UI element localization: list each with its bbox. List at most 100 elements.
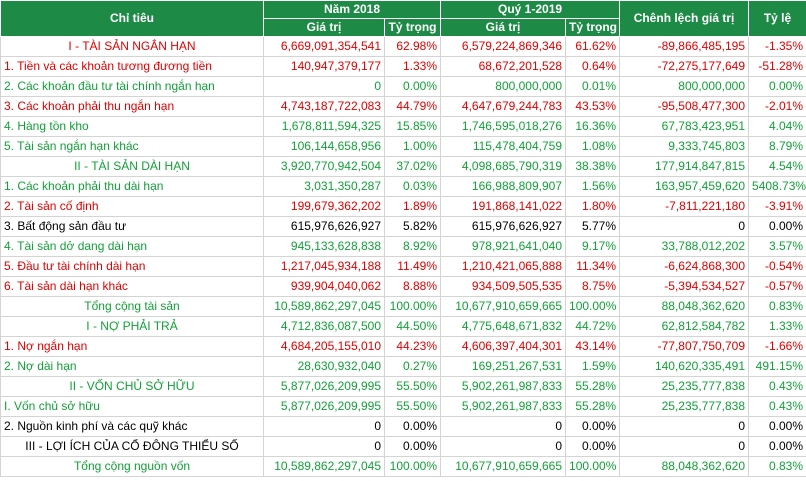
table-row: 5. Tài sản ngắn hạn khác 106,144,658,956 1… [0, 136, 806, 157]
share-2019: 0.01% [565, 76, 621, 97]
table-row: 2. Tài sản cố định 199,679,362,202 1.89% 19… [0, 196, 806, 217]
share-2018: 0.00% [383, 416, 442, 437]
table-row: 1. Các khoản phải thu dài hạn 3,031,350,2… [0, 176, 806, 197]
change-rate: 1.33% [748, 316, 806, 337]
row-label: Tổng cộng nguồn vốn [0, 456, 264, 477]
table-row: 3. Các khoản phải thu ngắn hạn 4,743,187,… [0, 96, 806, 117]
value-2019: 1,746,595,018,276 [440, 116, 567, 137]
table-row: II - VỐN CHỦ SỞ HỮU 5,877,026,209,995 55.5… [0, 376, 806, 397]
share-2019: 55.28% [565, 396, 621, 417]
row-label: II - VỐN CHỦ SỞ HỮU [0, 376, 264, 397]
table-row: Tổng cộng nguồn vốn 10,589,862,297,045 100… [0, 456, 806, 477]
value-2018: 0 [263, 416, 385, 437]
diff-value: 140,620,335,491 [619, 356, 750, 377]
header-ty-trong-2018: Tỷ trọng [383, 18, 442, 37]
table-row: 5. Đầu tư tài chính dài hạn 1,217,045,934… [0, 256, 806, 277]
value-2019: 934,509,505,535 [440, 276, 567, 297]
row-label: Tổng cộng tài sản [0, 296, 264, 317]
change-rate: 0.00% [748, 436, 806, 457]
value-2018: 4,684,205,155,010 [263, 336, 385, 357]
value-2019: 169,251,267,531 [440, 356, 567, 377]
value-2018: 6,669,091,354,541 [263, 36, 385, 57]
change-rate: 0.00% [748, 416, 806, 437]
change-rate: 0.43% [748, 376, 806, 397]
value-2018: 1,217,045,934,188 [263, 256, 385, 277]
change-rate: 0.00% [748, 216, 806, 237]
change-rate: -51.28% [748, 56, 806, 77]
value-2018: 10,589,862,297,045 [263, 456, 385, 477]
change-rate: -2.01% [748, 96, 806, 117]
row-label: I - NỢ PHẢI TRẢ [0, 316, 264, 337]
value-2019: 10,677,910,659,665 [440, 456, 567, 477]
header-gia-tri-2019: Giá trị [440, 18, 567, 37]
value-2018: 939,904,040,062 [263, 276, 385, 297]
share-2019: 1.80% [565, 196, 621, 217]
share-2019: 0.00% [565, 436, 621, 457]
change-rate: -0.57% [748, 276, 806, 297]
row-label: 6. Tài sản dài hạn khác [0, 276, 264, 297]
value-2019: 4,775,648,671,832 [440, 316, 567, 337]
change-rate: 0.43% [748, 396, 806, 417]
value-2018: 4,712,836,087,500 [263, 316, 385, 337]
header-ty-le: Tỷ lệ [748, 0, 806, 37]
value-2019: 1,210,421,065,888 [440, 256, 567, 277]
share-2019: 55.28% [565, 376, 621, 397]
value-2019: 4,606,397,404,301 [440, 336, 567, 357]
value-2018: 5,877,026,209,995 [263, 396, 385, 417]
change-rate: 8.79% [748, 136, 806, 157]
share-2018: 0.00% [383, 76, 442, 97]
diff-value: -95,508,477,300 [619, 96, 750, 117]
change-rate: -1.35% [748, 36, 806, 57]
table-row: 6. Tài sản dài hạn khác 939,904,040,062 8.… [0, 276, 806, 297]
table-row: II - TÀI SẢN DÀI HẠN 3,920,770,942,504 37.… [0, 156, 806, 177]
diff-value: 177,914,847,815 [619, 156, 750, 177]
diff-value: 800,000,000 [619, 76, 750, 97]
diff-value: 62,812,584,782 [619, 316, 750, 337]
row-label: 3. Các khoản phải thu ngắn hạn [0, 96, 264, 117]
table-row: 4. Tài sản dở dang dài hạn 945,133,628,83… [0, 236, 806, 257]
table-row: 2. Các khoản đầu tư tài chính ngắn hạn 0 0… [0, 76, 806, 97]
value-2018: 106,144,658,956 [263, 136, 385, 157]
share-2019: 1.56% [565, 176, 621, 197]
row-label: 5. Tài sản ngắn hạn khác [0, 136, 264, 157]
value-2018: 10,589,862,297,045 [263, 296, 385, 317]
share-2019: 8.75% [565, 276, 621, 297]
diff-value: 0 [619, 416, 750, 437]
row-label: I. Vốn chủ sở hữu [0, 396, 264, 417]
value-2018: 28,630,932,040 [263, 356, 385, 377]
share-2018: 1.89% [383, 196, 442, 217]
share-2019: 100.00% [565, 456, 621, 477]
share-2018: 44.79% [383, 96, 442, 117]
share-2018: 0.03% [383, 176, 442, 197]
row-label: I - TÀI SẢN NGẮN HẠN [0, 36, 264, 57]
header-row-top: Chỉ tiêu Năm 2018 Quý 1-2019 Chênh lệch … [0, 0, 806, 37]
header-gia-tri-2018: Giá trị [263, 18, 385, 37]
diff-value: 33,788,012,202 [619, 236, 750, 257]
change-rate: 491.15% [748, 356, 806, 377]
value-2019: 0 [440, 416, 567, 437]
value-2019: 800,000,000 [440, 76, 567, 97]
share-2019: 1.08% [565, 136, 621, 157]
table-row: 1. Tiền và các khoản tương đương tiền 140… [0, 56, 806, 77]
row-label: 2. Tài sản cố định [0, 196, 264, 217]
share-2018: 15.85% [383, 116, 442, 137]
diff-value: 67,783,423,951 [619, 116, 750, 137]
change-rate: 3.57% [748, 236, 806, 257]
change-rate: 4.04% [748, 116, 806, 137]
share-2019: 61.62% [565, 36, 621, 57]
change-rate: -1.66% [748, 336, 806, 357]
share-2018: 100.00% [383, 456, 442, 477]
diff-value: 88,048,362,620 [619, 296, 750, 317]
value-2018: 0 [263, 76, 385, 97]
row-label: 1. Các khoản phải thu dài hạn [0, 176, 264, 197]
value-2019: 115,478,404,759 [440, 136, 567, 157]
diff-value: -77,807,750,709 [619, 336, 750, 357]
diff-value: 9,333,745,803 [619, 136, 750, 157]
table-row: Tổng cộng tài sản 10,589,862,297,045 100.0… [0, 296, 806, 317]
diff-value: 25,235,777,838 [619, 396, 750, 417]
share-2018: 1.33% [383, 56, 442, 77]
share-2018: 0.27% [383, 356, 442, 377]
value-2019: 0 [440, 436, 567, 457]
row-label: 2. Nguồn kinh phí và các quỹ khác [0, 416, 264, 437]
